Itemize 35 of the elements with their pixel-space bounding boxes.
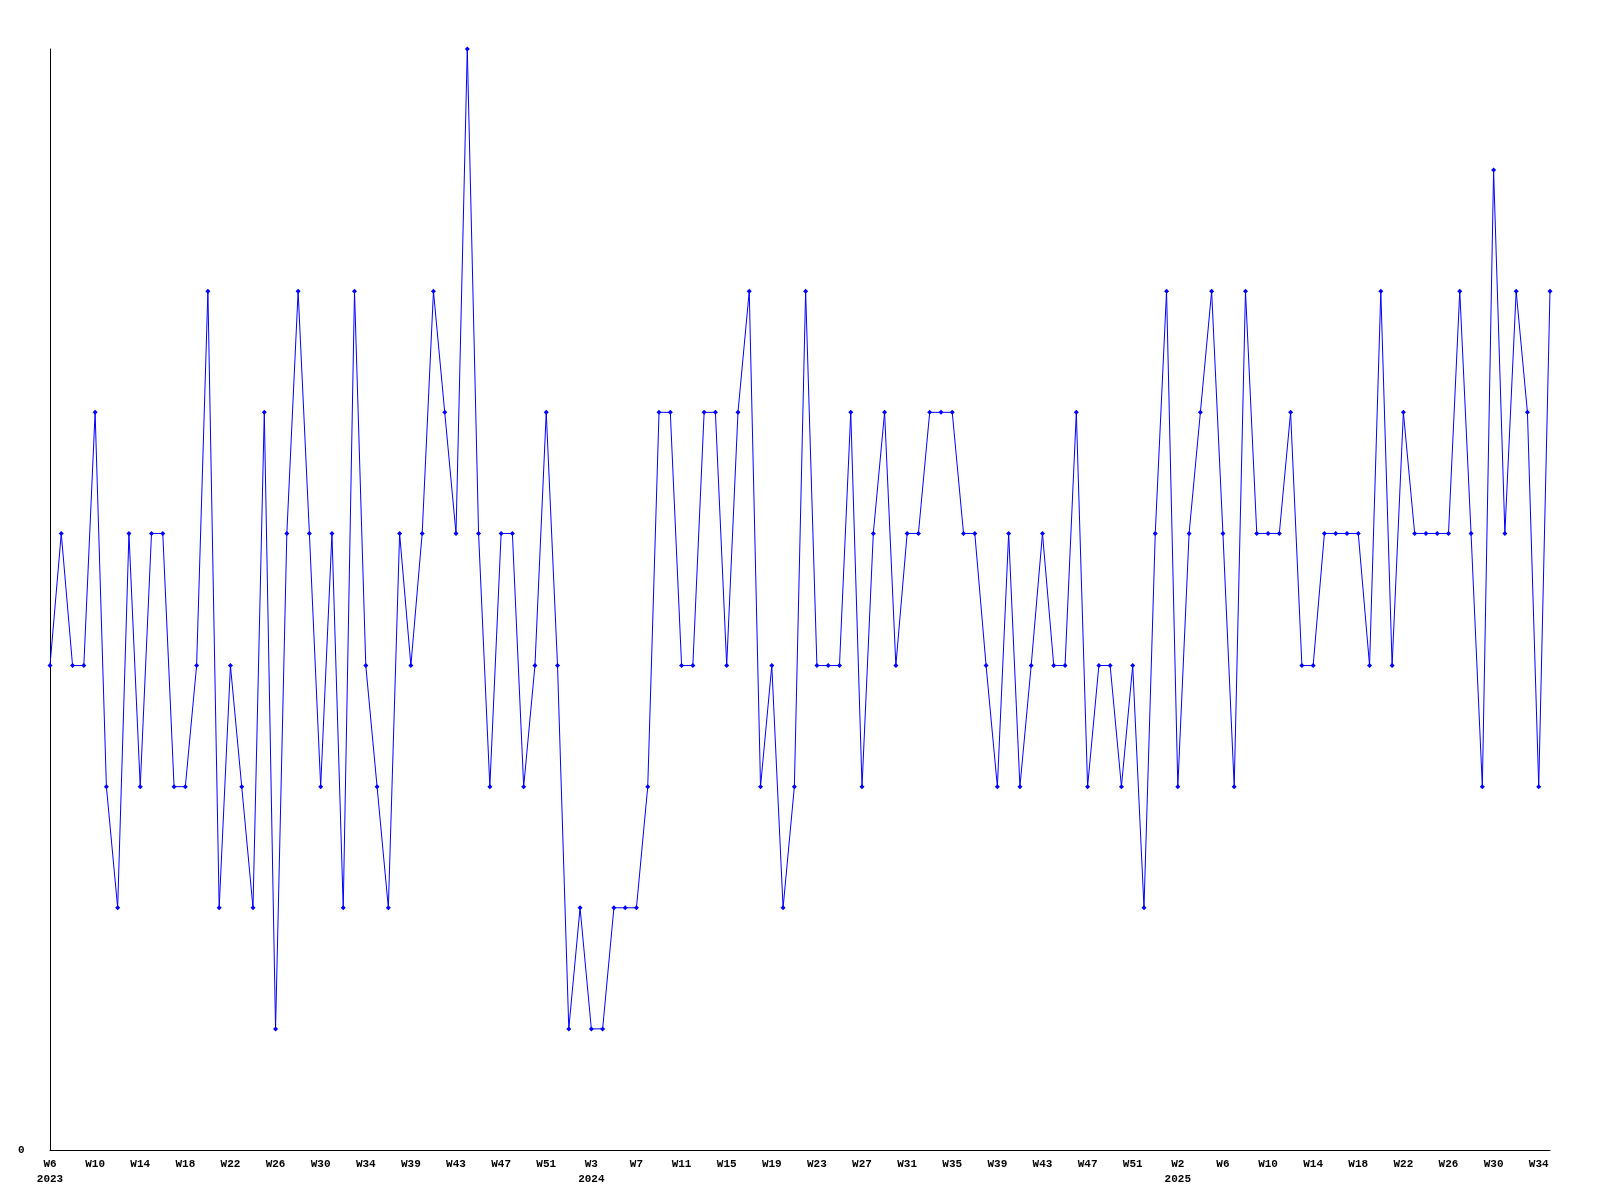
- x-tick-label: W30: [1483, 1157, 1504, 1170]
- x-tick-label: W34: [1528, 1157, 1550, 1170]
- x-tick-label: W18: [175, 1157, 196, 1170]
- x-tick-label: W11: [671, 1157, 692, 1170]
- x-tick-label: W10: [1258, 1157, 1278, 1170]
- x-tick-label: W6 2023: [36, 1157, 64, 1185]
- x-tick-label: W6: [1216, 1157, 1230, 1170]
- x-tick-label: W23: [807, 1157, 828, 1170]
- x-tick-label: W39: [401, 1157, 421, 1170]
- x-tick-label: W43: [446, 1157, 467, 1170]
- x-tick-label: W43: [1032, 1157, 1053, 1170]
- x-tick-label: W26: [265, 1157, 286, 1170]
- text: 0: [18, 1143, 25, 1156]
- x-tick-label: W47: [491, 1157, 512, 1170]
- x-tick-label: W47: [1077, 1157, 1098, 1170]
- x-tick-label: W26: [1438, 1157, 1459, 1170]
- x-tick-label: W51: [536, 1157, 557, 1170]
- x-tick-label: W19: [761, 1157, 782, 1170]
- x-tick-label: W14: [1303, 1157, 1324, 1170]
- x-tick-label: W7: [629, 1157, 644, 1170]
- x-tick-label: W34: [355, 1157, 377, 1170]
- x-tick-label: W22: [1393, 1157, 1414, 1170]
- x-tick-label: W27: [852, 1157, 872, 1170]
- x-tick-label: W30: [310, 1157, 331, 1170]
- x-tick-label: W3 2024: [578, 1157, 605, 1185]
- x-tick-label: W14: [130, 1157, 151, 1170]
- x-tick-label: W39: [987, 1157, 1008, 1170]
- x-tick-label: W51: [1122, 1157, 1143, 1170]
- x-tick-label: W10: [85, 1157, 106, 1170]
- x-tick-label: W35: [942, 1157, 963, 1170]
- x-tick-label: W18: [1348, 1157, 1369, 1170]
- x-tick-label: W22: [220, 1157, 241, 1170]
- x-tick-label: W31: [897, 1157, 918, 1170]
- x-tick-label: W2 2025: [1164, 1157, 1192, 1185]
- x-tick-label: W15: [716, 1157, 737, 1170]
